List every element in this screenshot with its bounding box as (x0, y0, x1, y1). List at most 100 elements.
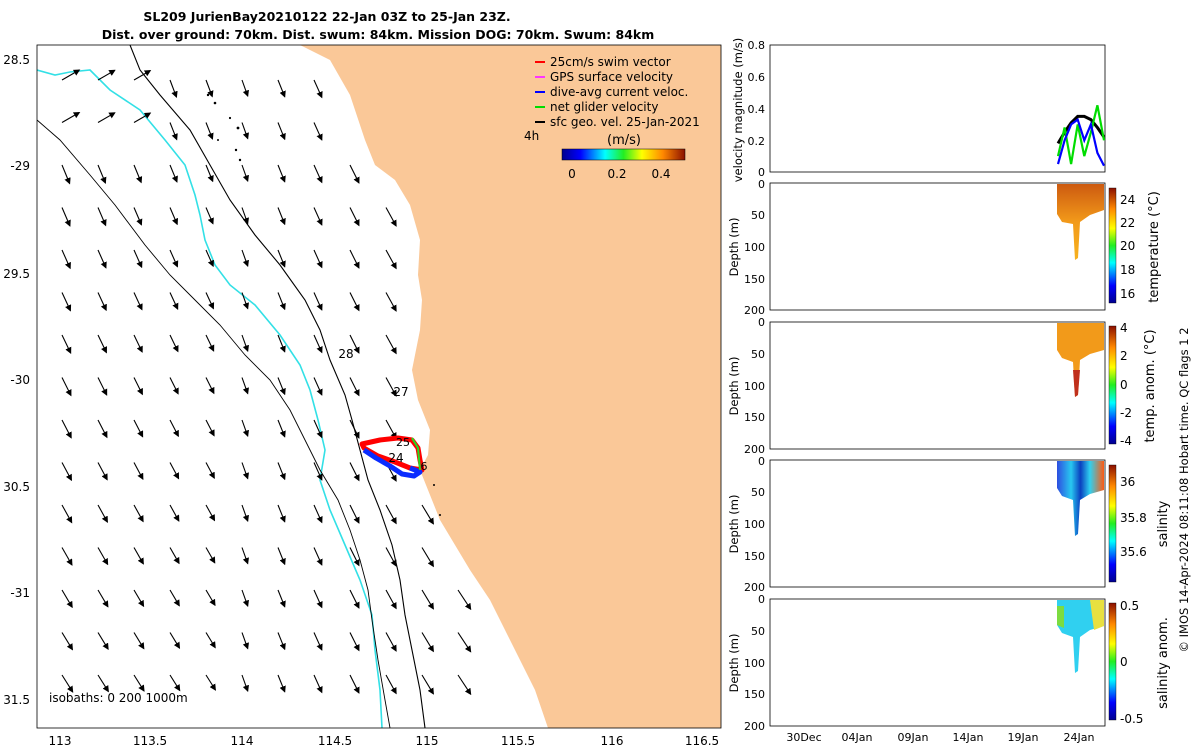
velocity-ytick: 0.4 (748, 103, 766, 116)
depth-ytick: 50 (751, 486, 765, 499)
current-vector (241, 164, 249, 183)
isobath-shelf (37, 69, 383, 728)
current-vector (313, 674, 323, 694)
depth-ytick: 100 (744, 241, 765, 254)
current-vector (169, 462, 180, 480)
current-vector (349, 674, 360, 694)
current-vector (133, 377, 143, 396)
temp-anom-colorbar (1108, 325, 1117, 445)
current-vector (313, 164, 323, 184)
current-vector (349, 249, 360, 269)
sal-anom-axes (769, 598, 1106, 727)
velocity-series (1056, 105, 1106, 167)
current-vector (133, 70, 152, 81)
track-blue (362, 447, 423, 479)
current-vector (277, 334, 286, 353)
legend-dive-avg: dive-avg current veloc. (550, 85, 688, 99)
map-legend: 25cm/s swim vector GPS surface velocity … (524, 55, 700, 181)
current-vector (421, 504, 434, 525)
current-vector (61, 377, 72, 397)
current-vector (97, 589, 109, 608)
tanom-cbar-tick: -4 (1120, 434, 1132, 448)
current-vector (277, 122, 286, 141)
current-vector (385, 674, 397, 695)
map-x-ticks: 113 113.5 114 114.5 115 115.5 116 116.5 (49, 734, 720, 748)
current-vector (61, 547, 73, 566)
tanom-cbar-tick: -2 (1120, 406, 1132, 420)
map-y-ticks: 28.5 -29 29.5 -30 30.5 -31 31.5 (3, 53, 30, 707)
current-vector (277, 419, 286, 438)
temperature-profile (1057, 184, 1104, 260)
map-xtick: 114.5 (318, 734, 352, 748)
current-vector (457, 674, 472, 696)
current-vector (385, 249, 397, 270)
time-xtick: 24Jan (1064, 731, 1095, 744)
temp-anom-profile (1057, 323, 1104, 397)
sal-anom-high (1090, 600, 1104, 630)
current-vector (241, 334, 249, 353)
current-vector (97, 334, 107, 354)
reef-islands (206, 93, 441, 516)
time-x-ticks: 30Dec 04Jan 09Jan 14Jan 19Jan 24Jan (786, 731, 1094, 744)
legend-time-label: 4h (524, 129, 539, 143)
current-vector (169, 164, 178, 183)
current-vector (97, 69, 116, 81)
current-vector (349, 207, 360, 227)
map-xtick: 115 (416, 734, 439, 748)
current-vector (97, 674, 109, 693)
current-vector (349, 292, 360, 312)
track-label-6: 6 (421, 460, 428, 473)
legend-swim-vector: 25cm/s swim vector (550, 55, 671, 69)
sanom-cbar-tick: 0.5 (1120, 599, 1139, 613)
current-vector (133, 419, 144, 438)
current-vector (61, 249, 71, 270)
depth-ytick: 150 (744, 273, 765, 286)
current-vector (97, 462, 108, 481)
sanom-cbar-tick: 0 (1120, 655, 1128, 669)
isobath-1000m (37, 119, 391, 728)
current-vector (277, 79, 286, 98)
current-vector (97, 377, 108, 396)
current-vector (169, 504, 180, 522)
current-vector (205, 292, 215, 310)
current-vector (313, 249, 323, 269)
time-xtick: 09Jan (898, 731, 929, 744)
speed-tick-0: 0 (568, 167, 576, 181)
velocity-ytick: 0.6 (748, 71, 766, 84)
current-vector (457, 589, 472, 611)
depth-ytick: 100 (744, 657, 765, 670)
current-vector (349, 589, 360, 609)
map-xtick: 116 (601, 734, 624, 748)
current-vector (313, 589, 323, 609)
isobath-legend: isobaths: 0 200 1000m (49, 691, 188, 705)
map-xtick: 113 (49, 734, 72, 748)
current-vector (169, 547, 180, 565)
current-vector (205, 462, 215, 479)
current-vector (385, 292, 397, 312)
temp-cbar-tick: 18 (1120, 263, 1135, 277)
current-vector (313, 419, 323, 439)
depth-ylabel: Depth (m) (727, 218, 741, 277)
sal-anom-colorbar (1108, 602, 1117, 721)
temp-cbar-tick: 16 (1120, 287, 1135, 301)
current-vector (349, 632, 360, 652)
current-vector (205, 419, 215, 437)
time-xtick: 04Jan (842, 731, 873, 744)
current-vector (241, 674, 249, 693)
depth-ytick: 200 (744, 581, 765, 594)
current-vector (205, 164, 214, 183)
time-xtick: 30Dec (786, 731, 821, 744)
tanom-cbar-tick: 4 (1120, 321, 1128, 335)
current-vector (277, 377, 286, 396)
temp-anom-panel: 0 50 100 150 200 Depth (m) 4 2 0 -2 -4 t… (727, 316, 1158, 456)
current-vector (61, 462, 72, 482)
velocity-ylabel: velocity magnitude (m/s) (731, 38, 745, 183)
map-xtick: 116.5 (685, 734, 719, 748)
title-line-2: Dist. over ground: 70km. Dist. swum: 84k… (102, 27, 655, 42)
current-vector (97, 249, 107, 269)
depth-ytick: 50 (751, 209, 765, 222)
current-vector (205, 504, 216, 522)
current-vector (313, 377, 323, 396)
current-vector (169, 589, 180, 607)
track-label-27: 27 (393, 385, 408, 399)
